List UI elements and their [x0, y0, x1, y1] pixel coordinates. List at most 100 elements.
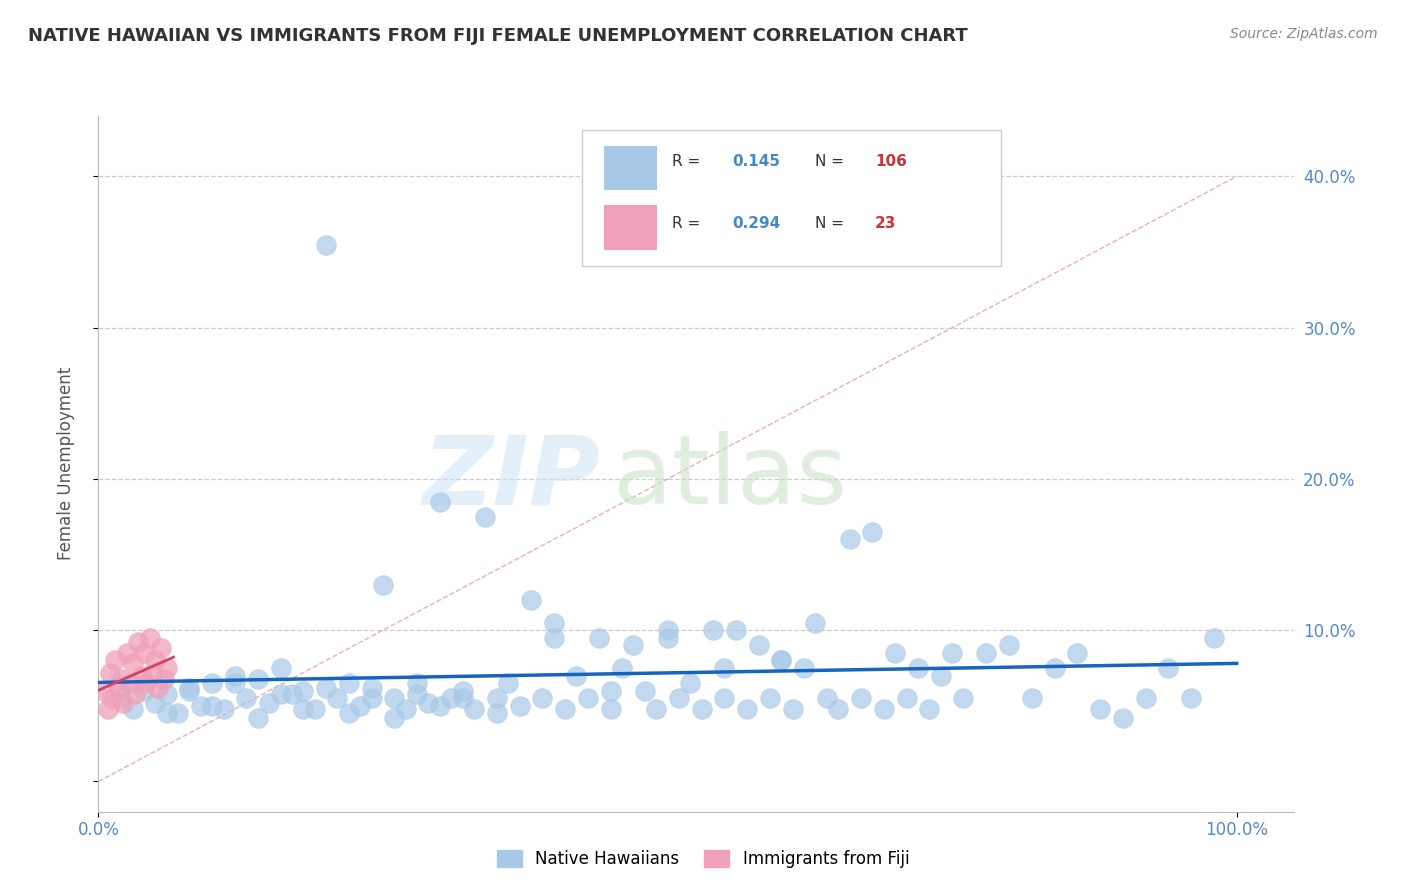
Point	[235, 691, 257, 706]
Point	[724, 624, 747, 638]
Point	[657, 624, 679, 638]
Point	[246, 711, 269, 725]
Point	[132, 646, 155, 660]
Point	[110, 691, 132, 706]
Point	[167, 706, 190, 721]
Point	[360, 681, 382, 695]
Point	[337, 706, 360, 721]
Point	[929, 668, 952, 682]
Point	[485, 706, 508, 721]
Point	[827, 702, 849, 716]
Point	[1202, 631, 1225, 645]
Point	[952, 691, 974, 706]
Point	[406, 687, 429, 701]
Point	[190, 698, 212, 713]
Point	[337, 676, 360, 690]
Point	[156, 706, 179, 721]
Point	[588, 631, 610, 645]
Point	[1088, 702, 1111, 716]
Point	[849, 691, 872, 706]
Point	[713, 661, 735, 675]
Point	[292, 702, 315, 716]
Point	[257, 696, 280, 710]
Point	[270, 687, 292, 701]
Point	[142, 665, 165, 680]
Point	[224, 676, 246, 690]
Point	[121, 657, 143, 671]
Point	[759, 691, 782, 706]
Point	[474, 509, 496, 524]
Point	[918, 702, 941, 716]
Point	[599, 683, 621, 698]
Point	[127, 635, 149, 649]
Point	[115, 646, 138, 660]
Point	[315, 681, 337, 695]
Point	[1043, 661, 1066, 675]
Point	[382, 691, 405, 706]
Point	[645, 702, 668, 716]
Point	[371, 578, 394, 592]
Point	[520, 593, 543, 607]
Point	[429, 698, 451, 713]
Text: 0.294: 0.294	[733, 216, 780, 231]
Point	[907, 661, 929, 675]
Point	[860, 524, 883, 539]
Point	[451, 691, 474, 706]
Point	[463, 702, 485, 716]
Point	[485, 691, 508, 706]
Point	[1180, 691, 1202, 706]
Point	[101, 691, 124, 706]
FancyBboxPatch shape	[582, 130, 1001, 266]
Text: atlas: atlas	[613, 431, 848, 524]
Point	[554, 702, 576, 716]
Point	[143, 653, 166, 667]
Point	[124, 687, 146, 701]
Text: Source: ZipAtlas.com: Source: ZipAtlas.com	[1230, 27, 1378, 41]
Text: R =: R =	[672, 216, 706, 231]
Legend: Native Hawaiians, Immigrants from Fiji: Native Hawaiians, Immigrants from Fiji	[491, 843, 915, 875]
Point	[896, 691, 918, 706]
Point	[135, 676, 157, 690]
Point	[93, 683, 115, 698]
Point	[143, 696, 166, 710]
Point	[702, 624, 724, 638]
Point	[941, 646, 963, 660]
Point	[770, 653, 793, 667]
Point	[132, 683, 155, 698]
Point	[138, 631, 160, 645]
Point	[96, 702, 118, 716]
Point	[1112, 711, 1135, 725]
Point	[509, 698, 531, 713]
Point	[418, 696, 440, 710]
Point	[690, 702, 713, 716]
Point	[451, 683, 474, 698]
Point	[440, 691, 463, 706]
Point	[156, 687, 179, 701]
Point	[543, 615, 565, 630]
Point	[610, 661, 633, 675]
Point	[212, 702, 235, 716]
Point	[121, 702, 143, 716]
Point	[543, 631, 565, 645]
Point	[634, 683, 657, 698]
Point	[998, 638, 1021, 652]
Point	[104, 653, 127, 667]
Point	[120, 676, 142, 690]
Point	[599, 702, 621, 716]
Text: 23: 23	[875, 216, 897, 231]
Point	[770, 653, 793, 667]
Point	[150, 641, 173, 656]
Point	[884, 646, 907, 660]
FancyBboxPatch shape	[605, 146, 657, 190]
Point	[873, 702, 896, 716]
Point	[360, 691, 382, 706]
Point	[793, 661, 815, 675]
Point	[98, 665, 121, 680]
Point	[315, 237, 337, 252]
Point	[565, 668, 588, 682]
Point	[496, 676, 519, 690]
Point	[153, 672, 176, 686]
Point	[1157, 661, 1180, 675]
Text: N =: N =	[815, 216, 845, 231]
Text: 0.145: 0.145	[733, 153, 780, 169]
